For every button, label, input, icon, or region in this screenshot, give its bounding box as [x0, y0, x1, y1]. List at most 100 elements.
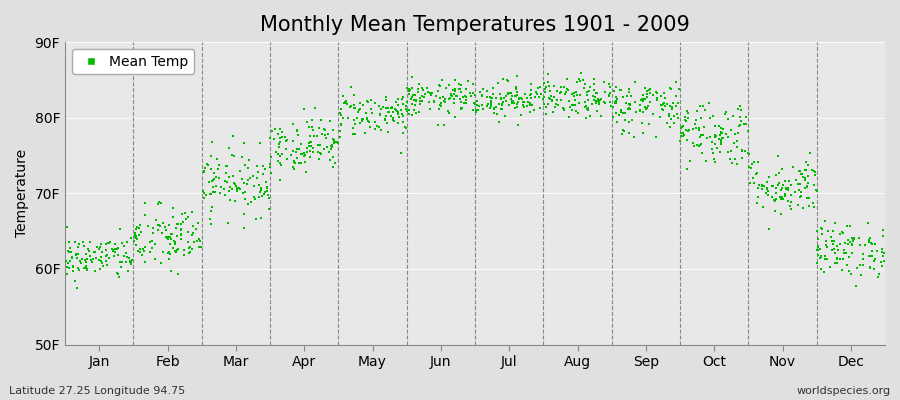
- Point: [317, 126, 331, 132]
- Point: [122, 259, 137, 266]
- Point: [506, 98, 520, 104]
- Point: [76, 238, 90, 245]
- Point: [493, 95, 508, 102]
- Point: [742, 180, 757, 186]
- Point: [663, 103, 678, 109]
- Point: [579, 103, 593, 109]
- Point: [392, 113, 406, 120]
- Point: [452, 80, 466, 87]
- Point: [675, 124, 689, 130]
- Point: [643, 86, 657, 93]
- Point: [635, 109, 650, 115]
- Point: [713, 132, 727, 138]
- Point: [714, 141, 728, 147]
- Point: [449, 92, 464, 99]
- Point: [708, 122, 723, 129]
- Point: [106, 248, 121, 254]
- Point: [723, 156, 737, 162]
- Point: [728, 156, 742, 162]
- Point: [111, 244, 125, 251]
- Point: [218, 177, 232, 184]
- Point: [360, 98, 374, 105]
- Point: [650, 95, 664, 102]
- Point: [77, 256, 92, 263]
- Point: [499, 98, 513, 104]
- Point: [59, 257, 74, 264]
- Point: [70, 284, 85, 291]
- Point: [399, 106, 413, 112]
- Point: [197, 169, 211, 176]
- Point: [183, 249, 197, 256]
- Point: [568, 97, 582, 103]
- Point: [524, 95, 538, 102]
- Point: [168, 248, 183, 255]
- Point: [305, 124, 320, 130]
- Point: [82, 252, 96, 259]
- Point: [622, 101, 636, 108]
- Point: [367, 126, 382, 132]
- Point: [204, 204, 219, 210]
- Point: [171, 271, 185, 277]
- Point: [396, 101, 410, 107]
- Point: [628, 79, 643, 85]
- Point: [223, 184, 238, 190]
- Point: [383, 113, 398, 119]
- Point: [610, 118, 625, 125]
- Point: [217, 186, 231, 192]
- Point: [306, 127, 320, 133]
- Point: [868, 256, 882, 262]
- Point: [273, 153, 287, 159]
- Point: [735, 147, 750, 153]
- Point: [810, 260, 824, 266]
- Point: [332, 134, 347, 140]
- Point: [313, 150, 328, 156]
- Point: [256, 163, 271, 170]
- Point: [66, 268, 80, 275]
- Point: [784, 206, 798, 212]
- Point: [573, 70, 588, 76]
- Point: [201, 162, 215, 168]
- Point: [849, 282, 863, 289]
- Point: [393, 150, 408, 157]
- Point: [246, 172, 260, 179]
- Point: [875, 246, 889, 252]
- Point: [794, 170, 808, 177]
- Point: [806, 204, 821, 210]
- Point: [786, 163, 800, 170]
- Point: [327, 140, 341, 146]
- Point: [292, 132, 306, 138]
- Point: [221, 174, 236, 180]
- Point: [482, 104, 497, 111]
- Point: [378, 115, 392, 122]
- Point: [274, 126, 288, 132]
- Point: [404, 112, 419, 118]
- Point: [702, 100, 716, 106]
- Point: [379, 113, 393, 119]
- Point: [181, 239, 195, 245]
- Point: [676, 122, 690, 129]
- Point: [138, 259, 152, 265]
- Point: [271, 151, 285, 157]
- Point: [598, 100, 612, 106]
- Point: [792, 187, 806, 193]
- Point: [708, 140, 723, 147]
- Point: [83, 238, 97, 245]
- Point: [174, 232, 188, 238]
- Point: [128, 230, 142, 236]
- Point: [743, 164, 758, 171]
- Point: [204, 208, 219, 215]
- Point: [523, 102, 537, 108]
- Point: [682, 158, 697, 164]
- Point: [692, 143, 706, 150]
- Point: [338, 100, 352, 106]
- Point: [577, 85, 591, 91]
- Point: [93, 243, 107, 250]
- Point: [219, 163, 233, 170]
- Point: [556, 105, 571, 112]
- Point: [221, 145, 236, 151]
- Point: [622, 104, 636, 111]
- Point: [328, 160, 342, 166]
- Point: [769, 196, 783, 202]
- Point: [389, 107, 403, 114]
- Point: [174, 226, 188, 232]
